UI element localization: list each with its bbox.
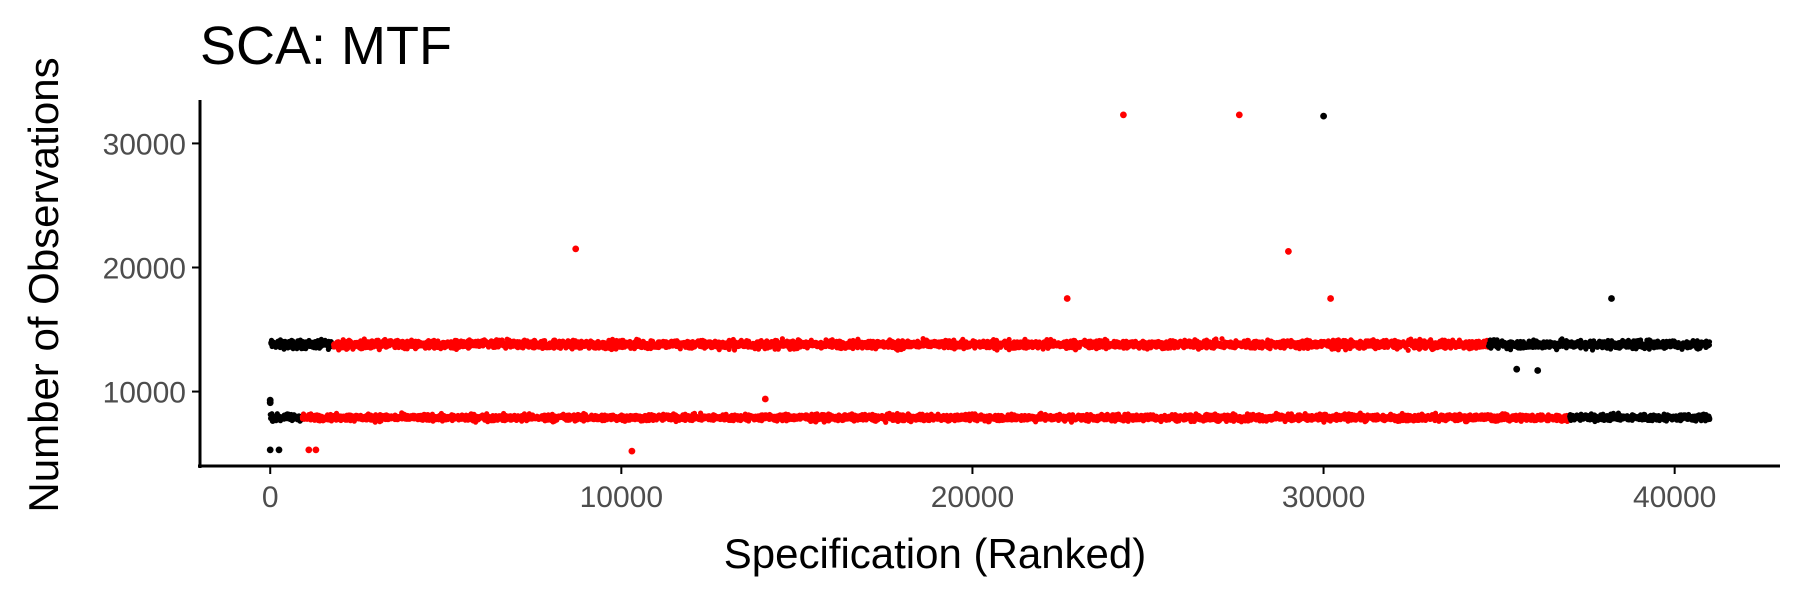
band-point bbox=[1706, 342, 1712, 348]
band-0-segment-2 bbox=[1486, 336, 1713, 353]
band-0-segment-1 bbox=[331, 336, 1491, 353]
band-0-segment-0 bbox=[268, 336, 336, 352]
band-point bbox=[726, 346, 732, 352]
chart-title: SCA: MTF bbox=[200, 16, 452, 76]
band-point bbox=[1405, 347, 1411, 353]
band-point bbox=[994, 347, 1000, 353]
band-1-segment-0 bbox=[267, 411, 305, 424]
band-1-segment-1 bbox=[299, 410, 1572, 425]
data-bands bbox=[267, 336, 1713, 425]
